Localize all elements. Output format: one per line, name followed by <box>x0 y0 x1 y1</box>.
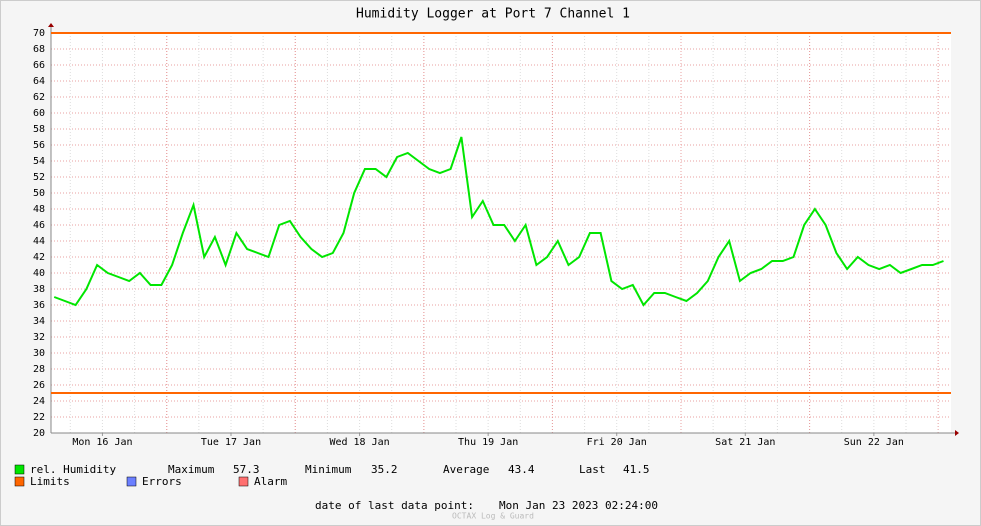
stat-value: 57.3 <box>233 463 260 476</box>
y-tick-label: 62 <box>33 92 45 103</box>
y-tick-label: 48 <box>33 204 45 215</box>
y-tick-label: 42 <box>33 252 45 263</box>
x-tick-label: Sat 21 Jan <box>715 437 775 448</box>
y-tick-label: 26 <box>33 380 45 391</box>
y-tick-label: 66 <box>33 60 45 71</box>
chart-title: Humidity Logger at Port 7 Channel 1 <box>356 7 630 22</box>
x-tick-label: Wed 18 Jan <box>329 437 389 448</box>
plot-area <box>51 33 951 433</box>
y-tick-label: 40 <box>33 268 45 279</box>
y-tick-label: 38 <box>33 284 45 295</box>
y-tick-label: 36 <box>33 300 45 311</box>
data-line <box>53 136 944 307</box>
y-tick-label: 32 <box>33 332 45 343</box>
legend-label: Errors <box>142 475 182 488</box>
y-tick-label: 50 <box>33 188 45 199</box>
stat-label: Maximum <box>168 463 215 476</box>
footer-value: Mon Jan 23 2023 02:24:00 <box>499 499 658 512</box>
legend-swatch <box>238 476 249 487</box>
stat-value: 41.5 <box>623 463 650 476</box>
y-tick-label: 44 <box>33 236 45 247</box>
y-tick-label: 28 <box>33 364 45 375</box>
x-tick-label: Fri 20 Jan <box>587 437 647 448</box>
x-tick-label: Thu 19 Jan <box>458 437 518 448</box>
stat-value: 35.2 <box>371 463 398 476</box>
stat-value: 43.4 <box>508 463 535 476</box>
legend-label: Limits <box>30 475 70 488</box>
y-arrow <box>48 23 54 27</box>
legend-swatch <box>14 464 25 475</box>
y-tick-label: 70 <box>33 28 45 39</box>
y-tick-label: 60 <box>33 108 45 119</box>
y-tick-label: 52 <box>33 172 45 183</box>
x-tick-label: Tue 17 Jan <box>201 437 261 448</box>
y-tick-label: 58 <box>33 124 45 135</box>
stat-label: Last <box>579 463 606 476</box>
y-tick-label: 56 <box>33 140 45 151</box>
footer-label: date of last data point: <box>315 499 474 512</box>
legend-swatch <box>126 476 137 487</box>
y-tick-label: 68 <box>33 44 45 55</box>
y-tick-label: 30 <box>33 348 45 359</box>
y-tick-label: 54 <box>33 156 45 167</box>
legend-label: rel. Humidity <box>30 463 116 476</box>
y-tick-label: 64 <box>33 76 45 87</box>
x-tick-label: Sun 22 Jan <box>844 437 904 448</box>
legend-swatch <box>14 476 25 487</box>
watermark: OCTAX Log & Guard <box>452 512 534 521</box>
y-tick-label: 34 <box>33 316 45 327</box>
y-tick-label: 20 <box>33 428 45 439</box>
x-tick-label: Mon 16 Jan <box>72 437 132 448</box>
legend-label: Alarm <box>254 475 287 488</box>
y-tick-label: 22 <box>33 412 45 423</box>
y-tick-label: 24 <box>33 396 45 407</box>
stat-label: Minimum <box>305 463 352 476</box>
x-arrow <box>955 430 959 436</box>
stat-label: Average <box>443 463 489 476</box>
y-tick-label: 46 <box>33 220 45 231</box>
